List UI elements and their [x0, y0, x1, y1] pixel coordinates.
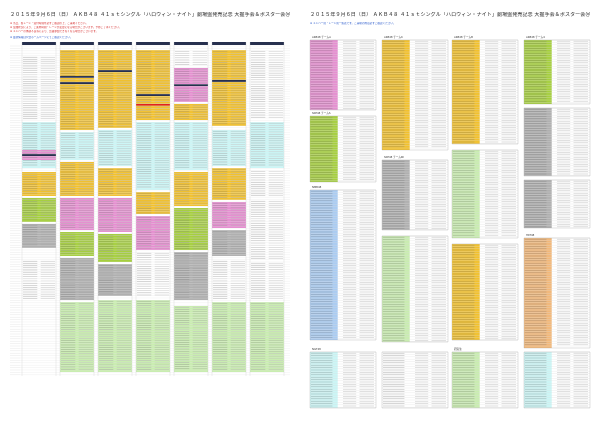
- lane-block: [98, 168, 132, 196]
- lane-block: [22, 260, 56, 300]
- member-name-column: [310, 116, 338, 182]
- highlight-row: [136, 104, 170, 106]
- member-name-column: [524, 238, 552, 348]
- notice-text: ※ 混雑状況により、ご案内時間・レーンが変更になる場合がございます。予めご了承く…: [10, 26, 122, 29]
- lane-block: [22, 224, 56, 248]
- highlight-row: [212, 80, 246, 82]
- page-title: ２０１５年９月６日（日） ＡＫＢ４８ ４１ｓｔシングル「ハロウィン・ナイト」劇場…: [10, 12, 290, 18]
- highlight-row: [98, 70, 132, 72]
- block-title: AKB48 チーム4: [526, 36, 545, 39]
- block-title: SKE48 チームKII: [384, 156, 405, 159]
- highlight-row: [174, 84, 208, 86]
- lane-schedule-grid: [10, 42, 290, 376]
- block-title: AKB48 チームK: [384, 36, 403, 39]
- lane-block: [60, 132, 94, 160]
- lane-block: [212, 168, 246, 200]
- lane-block: [136, 122, 170, 190]
- member-name-column: [382, 160, 410, 230]
- block-title: NMB48: [312, 186, 322, 189]
- notice-text: ※ 最新情報は公式ホームページにてご確認ください。: [10, 36, 73, 39]
- block-title: AKB48 チームB: [454, 36, 473, 39]
- block-title: 研究生: [454, 348, 462, 351]
- lane-block: [212, 230, 246, 256]
- highlight-row: [60, 76, 94, 78]
- member-name-column: [310, 190, 338, 340]
- member-name-column: [382, 40, 410, 150]
- lane-block: [174, 172, 208, 206]
- member-list-grid: [309, 39, 591, 409]
- member-name-column: [452, 40, 480, 144]
- lane-block: [250, 262, 284, 300]
- highlight-row: [136, 94, 170, 96]
- lane-block: [60, 50, 94, 130]
- lane-block: [60, 162, 94, 196]
- notice-text: ※ メンバー別・レーン別一覧表です。ご来場の際は必ずご確認ください。: [310, 22, 396, 25]
- lane-block: [98, 300, 132, 372]
- lane-block: [174, 104, 208, 120]
- page-title: ２０１５年９月６日（日） ＡＫＢ４８ ４１ｓｔシングル「ハロウィン・ナイト」劇場…: [310, 12, 590, 18]
- lane-block: [22, 172, 56, 196]
- lane-block: [174, 306, 208, 372]
- block-title: NGT48: [312, 348, 321, 351]
- lane-block: [250, 170, 284, 198]
- schedule-page-right: ２０１５年９月６日（日） ＡＫＢ４８ ４１ｓｔシングル「ハロウィン・ナイト」劇場…: [304, 0, 594, 424]
- member-name-column: [382, 236, 410, 342]
- lane-block: [212, 50, 246, 126]
- highlight-row: [60, 82, 94, 84]
- block-title: SKE48 チームS: [312, 112, 331, 115]
- schedule-page-left: ２０１５年９月６日（日） ＡＫＢ４８ ４１ｓｔシングル「ハロウィン・ナイト」劇場…: [4, 0, 294, 424]
- lane-block: [22, 198, 56, 222]
- lane-header: [174, 42, 208, 45]
- lane-block: [250, 200, 284, 260]
- highlight-row: [22, 154, 56, 156]
- lane-header: [212, 42, 246, 45]
- lane-block: [136, 300, 170, 372]
- block-title: AKB48 チームA: [312, 36, 331, 39]
- lane-block: [212, 202, 246, 228]
- lane-block: [98, 264, 132, 296]
- lane-header: [98, 42, 132, 45]
- notice-text: ※ 当日、各レーン・受付時間を必ずご確認の上、ご来場ください。: [10, 22, 89, 25]
- lane-block: [98, 234, 132, 262]
- member-name-column: [524, 108, 552, 176]
- lane-block: [98, 130, 132, 166]
- lane-block: [212, 130, 246, 166]
- lane-block: [212, 260, 246, 300]
- block-title: HKT48: [526, 234, 535, 237]
- member-name-column: [310, 40, 338, 110]
- lane-header: [22, 42, 56, 45]
- lane-block: [174, 252, 208, 300]
- lane-block: [98, 198, 132, 232]
- lane-header: [250, 42, 284, 45]
- lane-header: [136, 42, 170, 45]
- notice-text: ※ メンバーの体調不良等により、急遽参加できなくなる場合がございます。: [10, 30, 99, 33]
- lane-block: [60, 232, 94, 256]
- lane-block: [98, 50, 132, 128]
- lane-header: [60, 42, 94, 45]
